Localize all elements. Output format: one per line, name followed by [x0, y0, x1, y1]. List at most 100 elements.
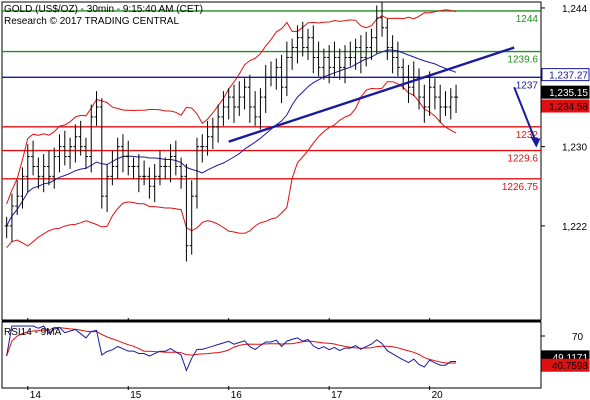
price-bar	[380, 1, 385, 37]
x-tick-label: 17	[331, 390, 343, 400]
price-bar	[105, 163, 110, 213]
trendline	[228, 46, 515, 143]
price-bar	[374, 5, 379, 54]
level-label-1: 1239.6	[507, 55, 538, 66]
price-bar	[385, 18, 390, 60]
price-bar	[136, 154, 141, 193]
rsi-tag-label: 40.7598	[552, 361, 589, 372]
price-bar	[290, 38, 295, 70]
price-tag-box	[541, 68, 590, 82]
price-bar	[83, 137, 88, 169]
price-bar	[247, 74, 252, 123]
price-tags: 1,237.27 1,235.15 1,234.58	[541, 68, 590, 113]
price-bar	[448, 88, 453, 120]
rsi-tag-label: 49.1171	[553, 353, 589, 364]
price-bar	[295, 25, 300, 64]
price-bar	[168, 144, 173, 183]
x-axis: 14 15 16 17 20	[27, 318, 444, 400]
price-tag-label: 1,234.58	[549, 102, 588, 113]
price-bar	[395, 41, 400, 77]
price-bar	[89, 104, 94, 173]
price-tag-label: 1,237.27	[549, 71, 588, 82]
price-tag-label: 1,235.15	[549, 88, 588, 99]
x-tick-label: 16	[231, 390, 243, 400]
forecast-arrow-shaft	[513, 86, 537, 142]
price-bar	[454, 84, 459, 113]
price-tag: 1,234.58	[541, 99, 590, 113]
y-tick-label: 1,244	[562, 4, 587, 15]
price-bar	[126, 140, 131, 176]
price-bar	[210, 117, 215, 150]
y-tick-label: 1,230	[562, 143, 587, 154]
x-tick-label: 20	[432, 390, 444, 400]
price-tag: 1,237.27	[541, 68, 590, 82]
level-label-3: 1232	[516, 130, 539, 141]
upper-band	[6, 9, 457, 205]
price-bar	[184, 163, 189, 262]
level-label-4: 1229.6	[507, 154, 538, 165]
price-bars	[4, 1, 459, 262]
y-axis: 1,244 1,230 1,222	[541, 4, 587, 233]
rsi-ma-line	[6, 326, 457, 364]
price-bar	[20, 167, 25, 209]
chart-title: GOLD (US$/OZ) - 30min - 9:15:40 AM (CET)	[4, 4, 203, 15]
price-bar	[311, 25, 316, 74]
level-label-0: 1244	[516, 14, 539, 25]
rsi-label: RSI14 - 9MA	[4, 327, 62, 338]
price-bar	[279, 55, 284, 104]
price-bar	[200, 134, 205, 163]
price-bar	[163, 157, 168, 179]
price-bar	[369, 28, 374, 60]
price-bar	[438, 84, 443, 123]
price-bar	[253, 91, 258, 126]
price-bar	[364, 31, 369, 67]
price-bar	[4, 216, 9, 239]
price-bar	[284, 41, 289, 97]
price-bar	[443, 91, 448, 116]
price-bar	[73, 124, 78, 163]
price-bar	[25, 144, 30, 193]
price-bar	[15, 180, 20, 215]
price-bar	[231, 84, 236, 123]
price-bar	[327, 45, 332, 84]
moving-average	[6, 49, 457, 227]
price-bar	[120, 134, 125, 173]
price-bar	[300, 21, 305, 57]
price-bar	[9, 193, 14, 242]
price-bar	[52, 147, 57, 189]
x-tick-label: 15	[130, 390, 142, 400]
bollinger-bands	[6, 9, 457, 249]
chart-subtitle: Research © 2017 TRADING CENTRAL	[4, 16, 179, 27]
price-bar	[417, 68, 422, 110]
price-bar	[157, 150, 162, 186]
price-bar	[68, 137, 73, 169]
price-bar	[263, 64, 268, 113]
price-bar	[332, 41, 337, 77]
price-bar	[348, 41, 353, 67]
price-bar	[316, 41, 321, 77]
price-bar	[321, 48, 326, 80]
price-bar	[205, 120, 210, 156]
price-bar	[337, 48, 342, 80]
price-tag-box	[541, 85, 590, 99]
price-bar	[242, 78, 247, 110]
price-bar	[94, 91, 99, 126]
level-label-2: 1237	[516, 80, 539, 91]
price-bar	[353, 38, 358, 70]
price-bar	[216, 104, 221, 143]
price-bar	[343, 45, 348, 84]
price-bar	[189, 180, 194, 255]
x-tick-label: 14	[30, 390, 42, 400]
price-bar	[173, 140, 178, 176]
price-bar	[110, 150, 115, 186]
price-bar	[422, 84, 427, 123]
main-plot-frame	[1, 1, 542, 321]
rsi-tag-box	[541, 358, 590, 372]
level-label-5: 1226.75	[502, 182, 539, 193]
price-bar	[36, 157, 41, 189]
price-bar	[99, 98, 104, 209]
price-tag: 1,235.15	[541, 85, 590, 99]
